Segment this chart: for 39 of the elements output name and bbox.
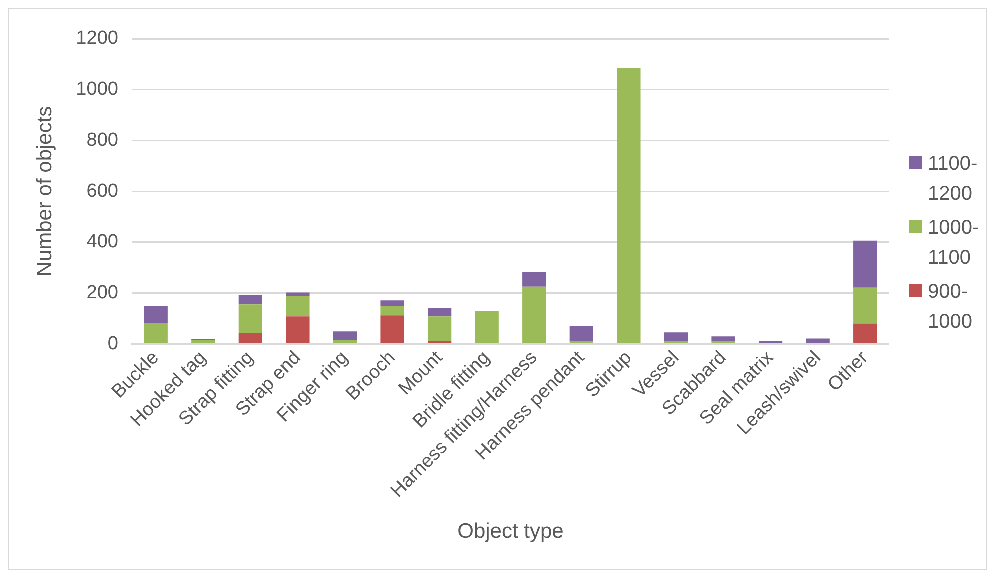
y-tick-label: 200 [86, 282, 118, 304]
legend-label: 1100-1200 [928, 152, 979, 207]
bar [854, 324, 878, 344]
y-tick-label: 800 [86, 130, 118, 151]
bar [854, 240, 878, 288]
bar [333, 340, 358, 344]
bar [854, 288, 878, 324]
bar [333, 332, 358, 340]
bar [475, 311, 499, 344]
bar [380, 316, 404, 344]
y-tick-label: 600 [86, 180, 118, 202]
bar [286, 296, 310, 317]
bar [286, 292, 310, 296]
bar [144, 306, 168, 324]
legend-label: 1000-1100 [928, 216, 980, 271]
bar [238, 333, 262, 344]
bar [380, 306, 404, 316]
bar [570, 326, 594, 342]
bar [192, 340, 216, 344]
bar [522, 272, 546, 287]
y-tick-label: 0 [108, 333, 118, 354]
bar [712, 336, 736, 342]
bar [380, 300, 404, 306]
bar [428, 316, 452, 342]
bar [428, 308, 452, 317]
bar [238, 304, 262, 334]
bar [522, 286, 546, 344]
bar [286, 316, 310, 344]
bar [664, 332, 688, 342]
y-axis-title: Number of objects [33, 106, 56, 277]
y-tick-label: 1200 [76, 28, 118, 50]
bar [617, 68, 641, 344]
legend-label: 900-1000 [928, 280, 974, 335]
y-tick-label: 400 [86, 232, 118, 253]
bar [144, 323, 168, 344]
bar [238, 294, 262, 305]
bar [806, 338, 830, 344]
x-axis-title: Object type [458, 520, 564, 544]
y-tick-label: 1000 [76, 79, 118, 100]
